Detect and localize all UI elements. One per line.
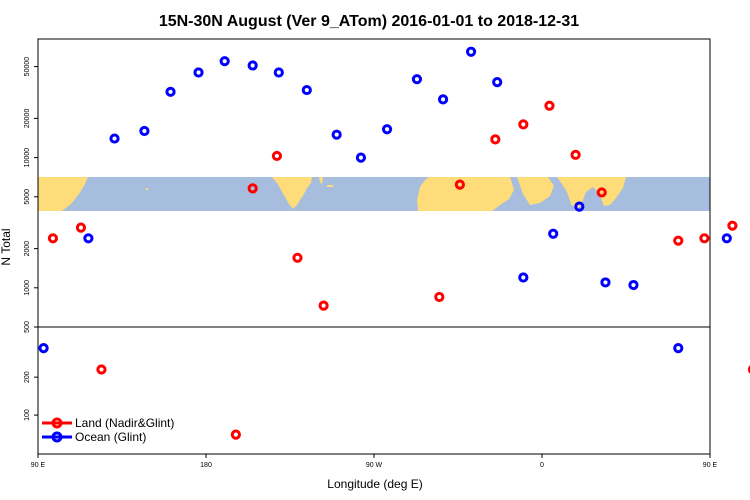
map-land-asia-left (38, 177, 88, 211)
legend-land-label: Land (Nadir&Glint) (75, 416, 174, 430)
point-land-upper (247, 183, 258, 194)
point-land-upper (292, 252, 303, 263)
point-ocean-upper (273, 67, 284, 78)
map-land-mexico (272, 177, 312, 209)
y-tick-label-upper: 5000 (24, 189, 31, 205)
point-land-upper (434, 291, 445, 303)
y-tick-label-upper: 2000 (24, 241, 31, 257)
point-land-upper (318, 300, 329, 311)
x-axis-title: Longitude (deg E) (327, 477, 422, 491)
point-ocean-upper (139, 125, 150, 137)
legend-ocean-label: Ocean (Glint) (75, 430, 146, 444)
map-land-hawaii (146, 188, 148, 190)
point-ocean-upper (193, 67, 204, 78)
y-tick-label-upper: 50000 (24, 57, 31, 77)
map-land-africa (417, 177, 514, 211)
y-tick-label-lower: 100 (24, 409, 31, 421)
point-ocean-upper (411, 74, 423, 85)
point-land-upper (570, 149, 581, 160)
point-land-upper (490, 134, 501, 145)
point-ocean-upper (247, 60, 258, 71)
y-axis-title: N Total (0, 228, 13, 265)
y-tick-label-lower: 200 (24, 371, 31, 383)
data-points (38, 46, 750, 440)
y-tick-label-upper: 1000 (24, 280, 31, 296)
y-tick-label-upper: 20000 (24, 109, 31, 129)
point-land-upper (699, 233, 710, 244)
point-ocean-upper (437, 94, 449, 105)
y-tick-label-lower: 500 (24, 321, 31, 333)
y-tick-label-upper: 10000 (24, 148, 31, 168)
chart-title: 15N-30N August (Ver 9_ATom) 2016-01-01 t… (159, 13, 579, 30)
point-ocean-upper (301, 84, 312, 96)
point-ocean-upper (109, 133, 120, 144)
legend-land-marker (51, 417, 63, 429)
point-land-lower (230, 429, 241, 440)
point-ocean-lower (673, 343, 684, 354)
world-map-strip (38, 177, 710, 211)
map-land-caribbean (327, 185, 333, 187)
point-ocean-upper (518, 272, 529, 283)
point-land-upper (454, 179, 465, 190)
point-ocean-upper (492, 76, 503, 88)
point-ocean-upper (600, 277, 611, 288)
point-ocean-upper (165, 86, 176, 97)
map-land-arabia (517, 177, 554, 205)
point-ocean-upper (721, 233, 732, 244)
point-ocean-upper (83, 233, 94, 244)
point-land-upper (727, 220, 738, 231)
legend: Land (Nadir&Glint) Ocean (Glint) (42, 416, 174, 444)
point-land-upper (47, 233, 59, 244)
point-land-lower (96, 364, 107, 375)
point-land-upper (673, 235, 684, 246)
x-axis: 90 E 180 90 W 0 90 E (31, 454, 718, 469)
point-ocean-upper (219, 56, 230, 67)
point-ocean-upper (381, 124, 393, 135)
point-ocean-upper (355, 152, 367, 163)
map-land-india-asia (557, 177, 626, 210)
x-tick-label: 90 E (703, 462, 718, 469)
point-land-upper (271, 150, 283, 162)
point-ocean-upper (574, 201, 585, 212)
map-land-florida (319, 177, 323, 184)
point-ocean-upper (331, 129, 342, 140)
point-ocean-upper (628, 279, 639, 291)
x-tick-label: 90 E (31, 462, 46, 469)
point-land-upper (596, 187, 607, 198)
point-ocean-upper (465, 46, 477, 57)
point-land-lower (747, 365, 750, 374)
point-land-upper (518, 119, 529, 130)
point-land-upper (544, 100, 555, 111)
x-tick-label: 90 W (366, 462, 383, 469)
plot-frame (37, 38, 711, 455)
x-tick-label: 0 (540, 462, 544, 469)
point-ocean-lower (38, 343, 49, 354)
legend-ocean-marker (51, 431, 63, 443)
point-land-upper (75, 222, 87, 233)
y-axis: 1000 2000 5000 10000 20000 50000 100 200 500 (24, 57, 38, 421)
x-tick-label: 180 (200, 462, 212, 469)
point-ocean-upper (548, 228, 559, 239)
